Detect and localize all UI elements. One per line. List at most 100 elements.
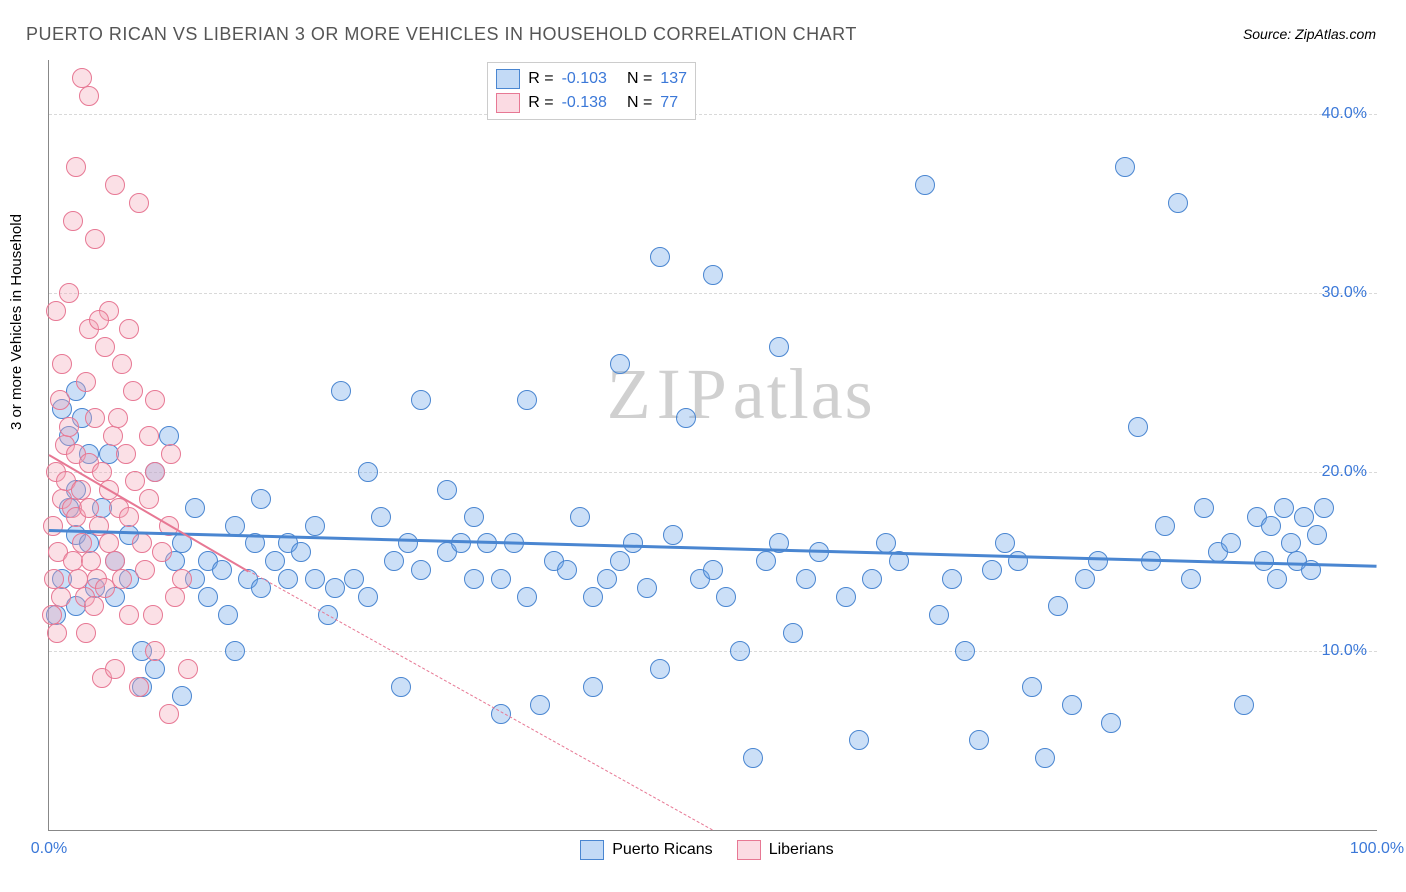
scatter-point: [325, 578, 345, 598]
scatter-point: [119, 605, 139, 625]
scatter-point: [145, 462, 165, 482]
scatter-point: [1181, 569, 1201, 589]
correlation-legend: R = -0.103 N = 137R = -0.138 N = 77: [487, 62, 696, 120]
scatter-point: [371, 507, 391, 527]
scatter-point: [145, 659, 165, 679]
scatter-point: [63, 211, 83, 231]
gridline: [49, 114, 1377, 115]
source-name: ZipAtlas.com: [1295, 26, 1376, 42]
scatter-point: [85, 408, 105, 428]
scatter-point: [1155, 516, 1175, 536]
trend-line: [248, 570, 713, 831]
scatter-point: [129, 677, 149, 697]
scatter-point: [610, 354, 630, 374]
gridline: [49, 293, 1377, 294]
scatter-point: [464, 569, 484, 589]
n-value: 137: [660, 70, 687, 88]
r-value: -0.103: [562, 70, 607, 88]
scatter-point: [84, 596, 104, 616]
scatter-point: [305, 516, 325, 536]
scatter-point: [52, 354, 72, 374]
scatter-point: [1101, 713, 1121, 733]
scatter-point: [59, 417, 79, 437]
scatter-point: [1274, 498, 1294, 518]
legend-swatch: [580, 840, 604, 860]
scatter-point: [112, 354, 132, 374]
scatter-point: [129, 193, 149, 213]
x-tick-label: 100.0%: [1350, 840, 1404, 858]
scatter-point: [344, 569, 364, 589]
scatter-point: [384, 551, 404, 571]
scatter-point: [123, 381, 143, 401]
scatter-point: [1075, 569, 1095, 589]
scatter-point: [716, 587, 736, 607]
scatter-point: [650, 659, 670, 679]
watermark-atlas: atlas: [733, 354, 875, 434]
series-legend: Puerto RicansLiberians: [580, 840, 833, 860]
scatter-point: [95, 337, 115, 357]
scatter-point: [1234, 695, 1254, 715]
scatter-point: [1088, 551, 1108, 571]
scatter-point: [172, 686, 192, 706]
scatter-point: [730, 641, 750, 661]
scatter-point: [139, 489, 159, 509]
scatter-point: [437, 480, 457, 500]
scatter-point: [172, 569, 192, 589]
scatter-point: [1168, 193, 1188, 213]
legend-row: R = -0.103 N = 137: [496, 67, 687, 91]
watermark: ZIPatlas: [607, 353, 875, 436]
scatter-point: [756, 551, 776, 571]
scatter-point: [1267, 569, 1287, 589]
scatter-point: [570, 507, 590, 527]
scatter-point: [79, 86, 99, 106]
scatter-point: [291, 542, 311, 562]
scatter-point: [81, 551, 101, 571]
legend-swatch: [496, 69, 520, 89]
y-tick-label: 20.0%: [1322, 463, 1367, 481]
scatter-point: [76, 372, 96, 392]
scatter-point: [305, 569, 325, 589]
scatter-point: [623, 533, 643, 553]
scatter-point: [119, 507, 139, 527]
scatter-point: [278, 569, 298, 589]
n-label: N =: [627, 70, 652, 88]
scatter-point: [969, 730, 989, 750]
scatter-point: [145, 390, 165, 410]
r-value: -0.138: [562, 94, 607, 112]
scatter-point: [1314, 498, 1334, 518]
scatter-point: [583, 677, 603, 697]
scatter-point: [464, 507, 484, 527]
scatter-point: [42, 605, 62, 625]
scatter-point: [597, 569, 617, 589]
gridline: [49, 472, 1377, 473]
r-label: R =: [528, 70, 553, 88]
scatter-point: [59, 283, 79, 303]
scatter-point: [265, 551, 285, 571]
scatter-point: [783, 623, 803, 643]
scatter-point: [398, 533, 418, 553]
source-label: Source:: [1243, 26, 1295, 42]
scatter-point: [982, 560, 1002, 580]
y-axis-label: 3 or more Vehicles in Household: [8, 214, 25, 430]
scatter-point: [650, 247, 670, 267]
scatter-point: [1115, 157, 1135, 177]
y-tick-label: 30.0%: [1322, 284, 1367, 302]
scatter-point: [50, 390, 70, 410]
chart-title: PUERTO RICAN VS LIBERIAN 3 OR MORE VEHIC…: [26, 24, 857, 45]
scatter-point: [43, 516, 63, 536]
scatter-point: [159, 704, 179, 724]
scatter-point: [105, 659, 125, 679]
scatter-point: [915, 175, 935, 195]
n-value: 77: [660, 94, 678, 112]
scatter-point: [929, 605, 949, 625]
source-attribution: Source: ZipAtlas.com: [1243, 26, 1376, 42]
scatter-point: [769, 337, 789, 357]
scatter-point: [79, 498, 99, 518]
series-name: Puerto Ricans: [612, 841, 713, 858]
scatter-point: [862, 569, 882, 589]
scatter-point: [125, 471, 145, 491]
scatter-point: [143, 605, 163, 625]
scatter-point: [331, 381, 351, 401]
scatter-point: [1221, 533, 1241, 553]
scatter-point: [251, 489, 271, 509]
